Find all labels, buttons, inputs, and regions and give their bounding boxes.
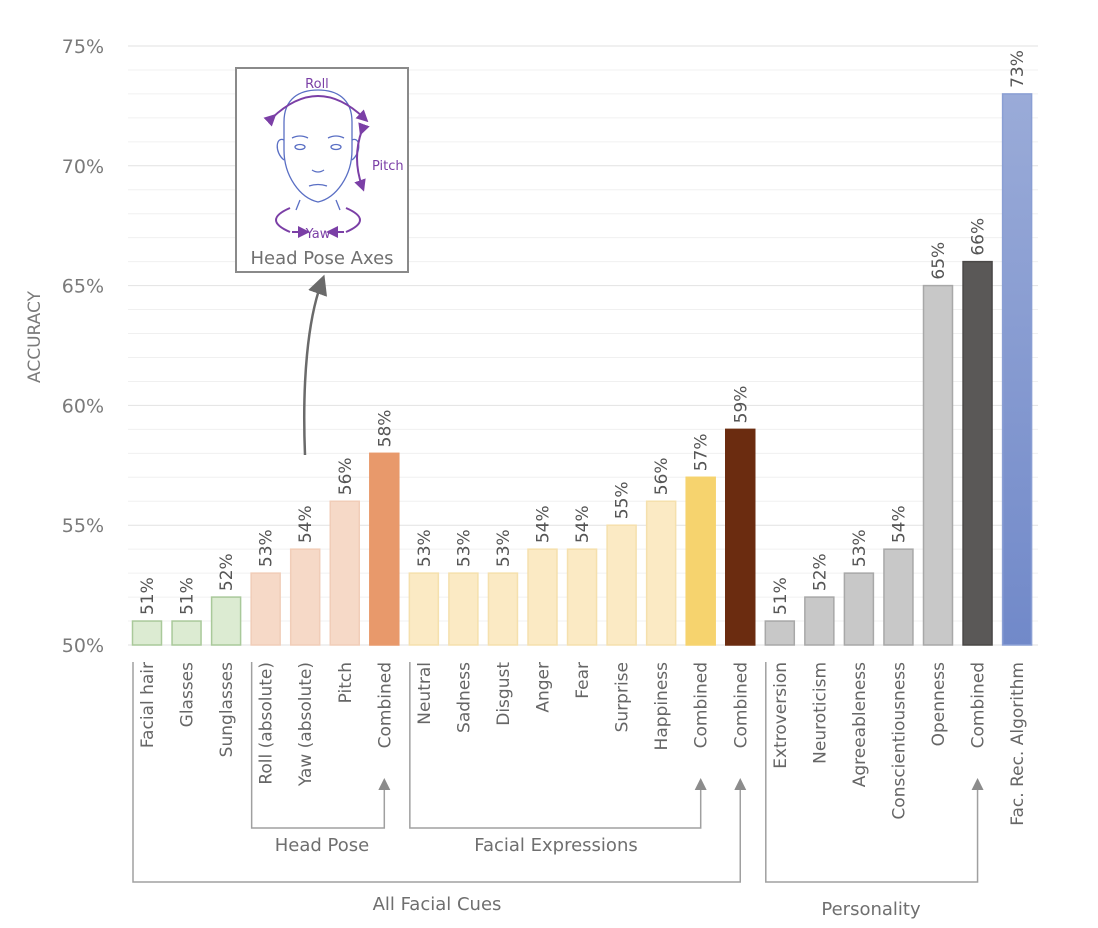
bars: [131, 93, 1033, 646]
group-label: Head Pose: [275, 835, 369, 856]
y-tick-label: 55%: [62, 515, 104, 537]
data-label: 53%: [850, 529, 870, 567]
group-bracket: [132, 662, 747, 883]
group-bracket: [409, 662, 707, 829]
data-label: 54%: [296, 505, 316, 543]
data-label: 65%: [929, 242, 949, 280]
group-bracket: [250, 662, 391, 829]
group-bracket: [765, 662, 984, 883]
bar: [527, 548, 558, 646]
category-label: Neutral: [415, 662, 435, 725]
y-tick-label: 50%: [62, 635, 104, 657]
data-label: 54%: [534, 505, 554, 543]
y-tick-label: 60%: [62, 395, 104, 417]
data-label: 53%: [257, 529, 277, 567]
data-label: 54%: [889, 505, 909, 543]
data-label: 56%: [652, 457, 672, 495]
bar: [922, 284, 954, 646]
category-label: Roll (absolute): [257, 662, 277, 785]
y-tick-label: 70%: [62, 156, 104, 178]
category-label: Sunglasses: [217, 662, 237, 757]
bar: [685, 476, 716, 646]
inset-pointer-arrow: [303, 274, 328, 456]
bar: [725, 428, 756, 646]
category-label: Fear: [573, 662, 593, 699]
category-label: Glasses: [178, 662, 198, 727]
category-label: Sadness: [454, 662, 474, 733]
data-label: 73%: [1008, 50, 1028, 88]
group-label: Facial Expressions: [474, 835, 637, 856]
data-label: 53%: [494, 529, 514, 567]
category-label: Facial hair: [138, 662, 158, 748]
bar: [329, 500, 360, 646]
bar: [843, 572, 875, 646]
data-label: 57%: [692, 433, 712, 471]
y-tick-label: 75%: [62, 36, 104, 58]
category-label: Disgust: [494, 662, 514, 726]
bar: [804, 596, 835, 646]
data-label: 55%: [613, 481, 633, 519]
data-label: 59%: [731, 386, 751, 424]
data-label: 56%: [336, 457, 356, 495]
inset-title: Head Pose Axes: [250, 248, 393, 269]
bar: [171, 620, 202, 646]
category-label: Pitch: [336, 662, 356, 703]
bar: [289, 548, 321, 646]
y-axis: 50% 55% 60% 65% 70% 75%: [62, 36, 104, 657]
category-label: Openness: [929, 662, 949, 746]
group-label: All Facial Cues: [373, 894, 502, 915]
bar: [1001, 93, 1033, 646]
category-label: Fac. Rec. Algorithm: [1008, 662, 1028, 826]
category-label: Combined: [731, 662, 751, 748]
data-label: 53%: [415, 529, 435, 567]
bar: [645, 500, 677, 646]
bar: [487, 572, 519, 646]
bar: [448, 572, 479, 646]
category-label: Surprise: [613, 662, 633, 732]
category-labels: Facial hair Glasses Sunglasses Roll (absolu…: [138, 662, 1028, 826]
gridlines: [128, 45, 1038, 646]
head-pose-inset: Roll Pitch Yaw Head Pose Axes: [235, 67, 409, 273]
data-label: 51%: [178, 577, 198, 615]
roll-label: Roll: [305, 77, 329, 92]
category-label: Extroversion: [771, 662, 791, 769]
category-label: Neuroticism: [810, 662, 830, 764]
category-label: Combined: [692, 662, 712, 748]
bar: [883, 548, 914, 646]
pitch-label: Pitch: [372, 159, 404, 174]
bar: [606, 524, 637, 646]
rotation-arrows: [263, 95, 370, 238]
bar: [131, 620, 163, 646]
bar: [408, 572, 440, 646]
category-label: Combined: [375, 662, 395, 748]
bar: [369, 452, 400, 646]
group-label: Personality: [821, 899, 921, 920]
bar: [962, 260, 993, 646]
yaw-label: Yaw: [305, 227, 331, 242]
data-label: 52%: [810, 553, 830, 591]
bar: [250, 572, 281, 646]
y-axis-label: ACCURACY: [25, 290, 45, 383]
data-labels: 51% 51% 52% 53% 54% 56% 58% 53% 53% 53% 54% 54% 55% 5…: [138, 50, 1028, 615]
data-label: 51%: [138, 577, 158, 615]
category-label: Happiness: [652, 662, 672, 751]
y-tick-label: 65%: [62, 276, 104, 298]
bar: [210, 596, 242, 646]
category-label: Conscientiousness: [889, 662, 909, 820]
inset-frame: [235, 67, 409, 273]
bar: [566, 548, 598, 646]
data-label: 66%: [969, 218, 989, 256]
category-label: Anger: [534, 662, 554, 713]
data-label: 58%: [375, 410, 395, 448]
category-label: Agreeableness: [850, 662, 870, 787]
data-label: 51%: [771, 577, 791, 615]
data-label: 54%: [573, 505, 593, 543]
category-label: Combined: [969, 662, 989, 748]
data-label: 52%: [217, 553, 237, 591]
data-label: 53%: [454, 529, 474, 567]
category-label: Yaw (absolute): [296, 662, 316, 787]
group-brackets: Head Pose Facial Expressions All Facial Cu…: [132, 662, 984, 920]
bar: [764, 620, 796, 646]
